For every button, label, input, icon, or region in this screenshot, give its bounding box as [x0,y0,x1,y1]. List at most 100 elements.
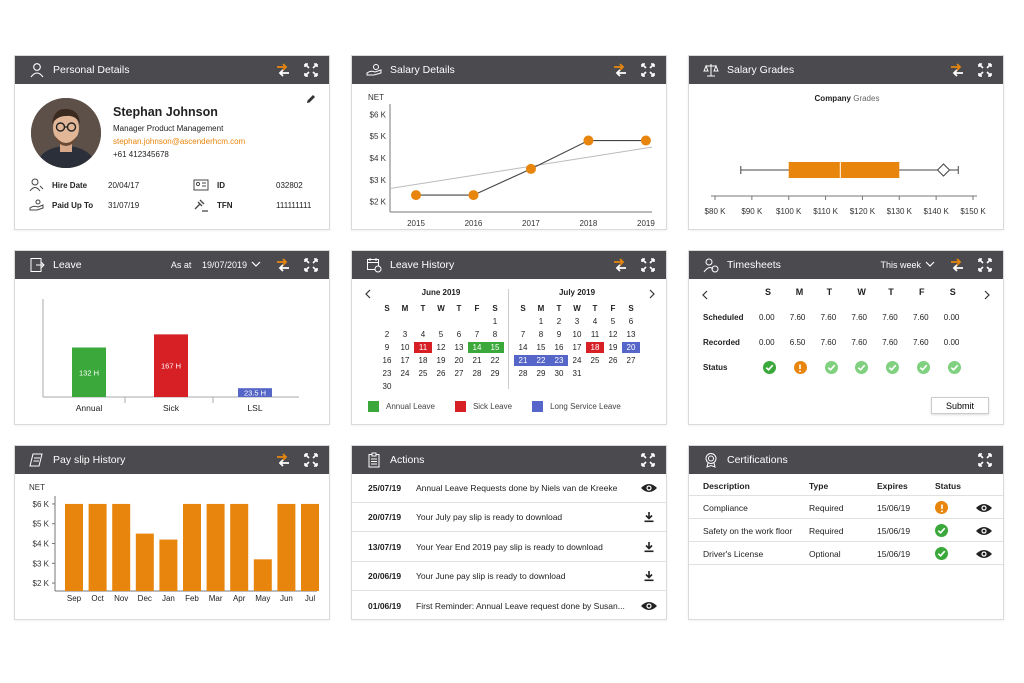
edit-icon[interactable] [305,92,317,110]
calendar-day[interactable]: 20 [622,342,640,353]
calendar-day[interactable]: 1 [538,317,544,326]
calendar-day[interactable]: 10 [572,330,582,339]
calendar-day[interactable]: 22 [490,356,500,365]
prev-month-icon[interactable] [364,286,372,304]
prev-week-icon[interactable] [701,287,709,305]
period-dropdown[interactable]: This week [880,260,935,270]
calendar-day[interactable]: 3 [402,330,408,339]
calendar-day[interactable]: 22 [532,355,550,366]
calendar-day[interactable]: 7 [474,330,480,339]
calendar-day[interactable]: 23 [550,355,568,366]
swap-icon[interactable] [275,452,291,468]
calendar-day[interactable]: 8 [492,330,498,339]
list-item[interactable]: 20/07/19 Your July pay slip is ready to d… [352,503,666,533]
calendar-day[interactable]: 26 [608,356,618,365]
swap-icon[interactable] [949,257,965,273]
employee-email[interactable]: stephan.johnson@ascenderhcm.com [113,137,246,146]
calendar-day[interactable]: 11 [590,330,600,339]
calendar-day[interactable]: 19 [608,343,618,352]
expand-icon[interactable] [640,452,656,468]
calendar-day[interactable]: 24 [572,356,582,365]
calendar-day[interactable]: 28 [472,369,482,378]
download-icon[interactable] [640,541,658,553]
eye-icon[interactable] [640,600,658,612]
calendar-day[interactable]: 9 [556,330,562,339]
list-item[interactable]: 20/06/19 Your June pay slip is ready to d… [352,562,666,592]
calendar-day[interactable]: 21 [514,355,532,366]
expand-icon[interactable] [303,62,319,78]
calendar-day[interactable]: 4 [592,317,598,326]
expand-icon[interactable] [977,62,993,78]
calendar-day[interactable]: 26 [436,369,446,378]
calendar-day[interactable]: 27 [454,369,464,378]
calendar-day[interactable]: 13 [626,330,636,339]
calendar-day[interactable]: 17 [572,343,582,352]
eye-icon[interactable] [975,502,993,516]
calendar-day[interactable]: 12 [436,343,446,352]
next-week-icon[interactable] [983,287,991,305]
calendar-day[interactable]: 1 [492,317,498,326]
eye-icon[interactable] [975,525,993,539]
calendar-day[interactable]: 13 [454,343,464,352]
eye-icon[interactable] [640,482,658,494]
calendar-day[interactable]: 2 [556,317,562,326]
list-item[interactable]: 25/07/19 Annual Leave Requests done by Ni… [352,474,666,503]
calendar-day[interactable]: 29 [536,369,546,378]
calendar-day[interactable]: 2 [384,330,390,339]
submit-button[interactable]: Submit [931,397,989,414]
expand-icon[interactable] [977,452,993,468]
download-icon[interactable] [640,511,658,523]
calendar-day[interactable]: 18 [418,356,428,365]
download-icon[interactable] [640,570,658,582]
calendar-day[interactable]: 9 [384,343,390,352]
calendar-day[interactable]: 19 [436,356,446,365]
list-item[interactable]: 01/06/19 First Reminder: Annual Leave req… [352,592,667,619]
swap-icon[interactable] [612,62,628,78]
calendar-day[interactable]: 11 [414,342,432,353]
calendar-day[interactable]: 27 [626,356,636,365]
calendar-day[interactable]: 23 [382,369,392,378]
calendar-day[interactable]: 25 [418,369,428,378]
swap-icon[interactable] [949,62,965,78]
expand-icon[interactable] [640,257,656,273]
calendar-day[interactable]: 30 [554,369,564,378]
swap-icon[interactable] [612,257,628,273]
calendar-day[interactable]: 18 [586,342,604,353]
calendar-day[interactable]: 4 [420,330,426,339]
calendar-day[interactable]: 6 [628,317,634,326]
calendar-day[interactable]: 16 [554,343,564,352]
calendar-day[interactable]: 14 [468,342,486,353]
next-month-icon[interactable] [648,286,656,304]
calendar-day[interactable]: 16 [382,356,392,365]
calendar-day[interactable]: 24 [400,369,410,378]
eye-icon[interactable] [975,548,993,562]
calendar-day[interactable]: 15 [486,342,504,353]
list-item[interactable]: 13/07/19 Your Year End 2019 pay slip is r… [352,533,666,562]
expand-icon[interactable] [640,62,656,78]
calendar-day[interactable]: 3 [574,317,580,326]
calendar-day[interactable]: 7 [520,330,526,339]
calendar-day[interactable]: 31 [572,369,582,378]
calendar-day[interactable]: 28 [518,369,528,378]
calendar-day[interactable]: 6 [456,330,462,339]
expand-icon[interactable] [303,257,319,273]
calendar-day[interactable]: 20 [454,356,464,365]
calendar-day[interactable]: 21 [472,356,482,365]
calendar-day[interactable]: 12 [608,330,618,339]
as-at-dropdown[interactable]: As at 19/07/2019 [171,260,261,270]
calendar-day[interactable]: 8 [538,330,544,339]
calendar-day[interactable]: 17 [400,356,410,365]
calendar-day[interactable]: 5 [610,317,616,326]
calendar-day[interactable]: 14 [518,343,528,352]
expand-icon[interactable] [977,257,993,273]
weekday-header: T [456,304,462,313]
calendar-day[interactable]: 15 [536,343,546,352]
calendar-day[interactable]: 10 [400,343,410,352]
expand-icon[interactable] [303,452,319,468]
calendar-day[interactable]: 30 [382,382,392,391]
calendar-day[interactable]: 5 [438,330,444,339]
swap-icon[interactable] [275,257,291,273]
calendar-day[interactable]: 29 [490,369,500,378]
calendar-day[interactable]: 25 [590,356,600,365]
swap-icon[interactable] [275,62,291,78]
